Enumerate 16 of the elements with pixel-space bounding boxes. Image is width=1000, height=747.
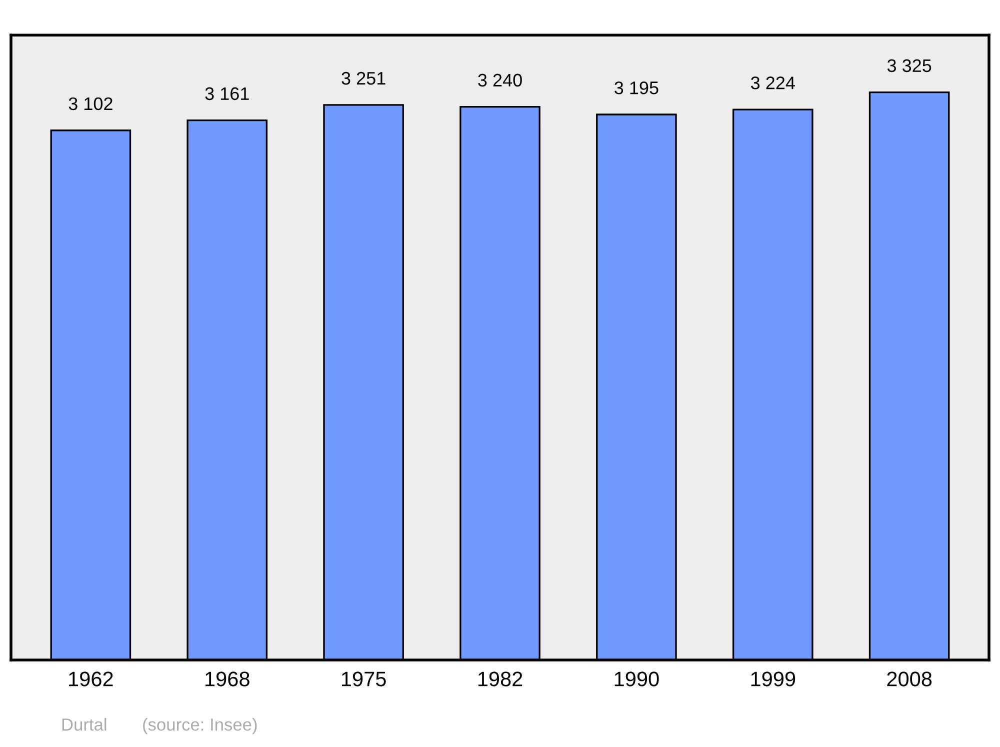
x-tick-label: 1975 xyxy=(342,672,386,686)
x-tick-label: 1999 xyxy=(751,672,796,686)
x-tick-label: 1968 xyxy=(206,672,250,686)
data-label: 3 224 xyxy=(750,76,795,90)
x-tick-label: 1962 xyxy=(69,672,113,686)
data-label: 3 195 xyxy=(614,81,658,94)
data-label: 3 251 xyxy=(342,72,386,85)
data-label: 3 240 xyxy=(478,74,522,87)
data-label: 3 161 xyxy=(205,87,249,100)
x-tick-label: 2008 xyxy=(887,672,932,686)
text: Durtal xyxy=(62,718,106,731)
data-label: 3 102 xyxy=(68,97,112,110)
x-tick-label: 1990 xyxy=(614,672,659,686)
text: (source: Insee) xyxy=(143,718,257,734)
x-tick-label: 1982 xyxy=(478,672,522,686)
data-label: 3 325 xyxy=(887,59,932,72)
